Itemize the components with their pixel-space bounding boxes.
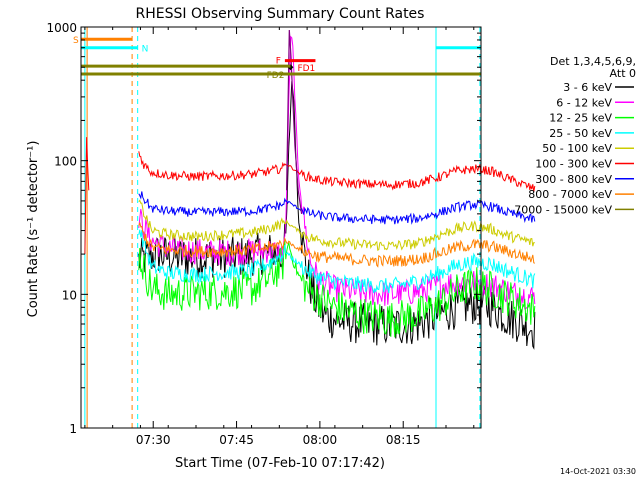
series-line-100-300-kev [138, 151, 536, 192]
x-axis-label: Start Time (07-Feb-10 07:17:42) [175, 456, 385, 471]
legend-label-6-12-kev: 6 - 12 keV [556, 96, 612, 109]
x-tick-label: 07:30 [136, 433, 171, 447]
series-line-50-100-kev [138, 199, 535, 252]
x-tick-label: 08:00 [303, 433, 338, 447]
y-axis-label: Count Rate (s⁻¹ detector⁻¹) [26, 141, 41, 318]
flag-label-s: S [73, 36, 79, 46]
legend-label-100-300-kev: 100 - 300 keV [535, 158, 612, 171]
x-tick-label: 07:45 [219, 433, 254, 447]
legend-label-12-25-kev: 12 - 25 keV [549, 112, 612, 125]
legend-header-line: Att 0 [610, 67, 636, 80]
series-line-300-800-kev [138, 191, 536, 225]
series-line-800-7000-kev [138, 222, 536, 268]
legend-label-800-7000-kev: 800 - 7000 keV [528, 188, 612, 201]
series-line-25-50-kev [138, 229, 536, 294]
y-tick-label: 1000 [46, 21, 77, 35]
legend-label-50-100-kev: 50 - 100 keV [542, 142, 612, 155]
legend-header-line: Det 1,3,4,5,6,9, [550, 55, 636, 68]
legend-label-3-6-kev: 3 - 6 keV [563, 81, 612, 94]
y-tick-label: 10 [62, 288, 77, 302]
flag-label-n: N [142, 45, 149, 55]
legend-label-7000-15000-kev: 7000 - 15000 keV [514, 203, 612, 216]
y-tick-label: 100 [54, 155, 77, 169]
flag-label-f: F [276, 57, 281, 67]
flare-spike-line [286, 29, 303, 214]
legend: Det 1,3,4,5,6,9,Att 03 - 6 keV 6 - 12 keV… [514, 55, 636, 216]
early-segment-line [84, 137, 90, 255]
generation-timestamp: 14-Oct-2021 03:30 [560, 467, 636, 476]
flag-markers: S N F FD1 FD2 [73, 36, 481, 81]
series-layer [84, 29, 536, 350]
flag-label-fd1: FD1 [297, 64, 315, 74]
legend-label-25-50-kev: 25 - 50 keV [549, 127, 612, 140]
plot-frame [80, 26, 482, 429]
legend-label-300-800-kev: 300 - 800 keV [535, 173, 612, 186]
series-line-12-25-kev [138, 241, 536, 338]
chart-title: RHESSI Observing Summary Count Rates [136, 6, 425, 22]
x-tick-label: 08:15 [386, 433, 421, 447]
axes: 07:30 07:45 08:00 08:15 1 10 100 1000 [46, 21, 481, 447]
y-tick-label: 1 [69, 422, 77, 436]
flag-label-fd2: FD2 [267, 71, 285, 81]
